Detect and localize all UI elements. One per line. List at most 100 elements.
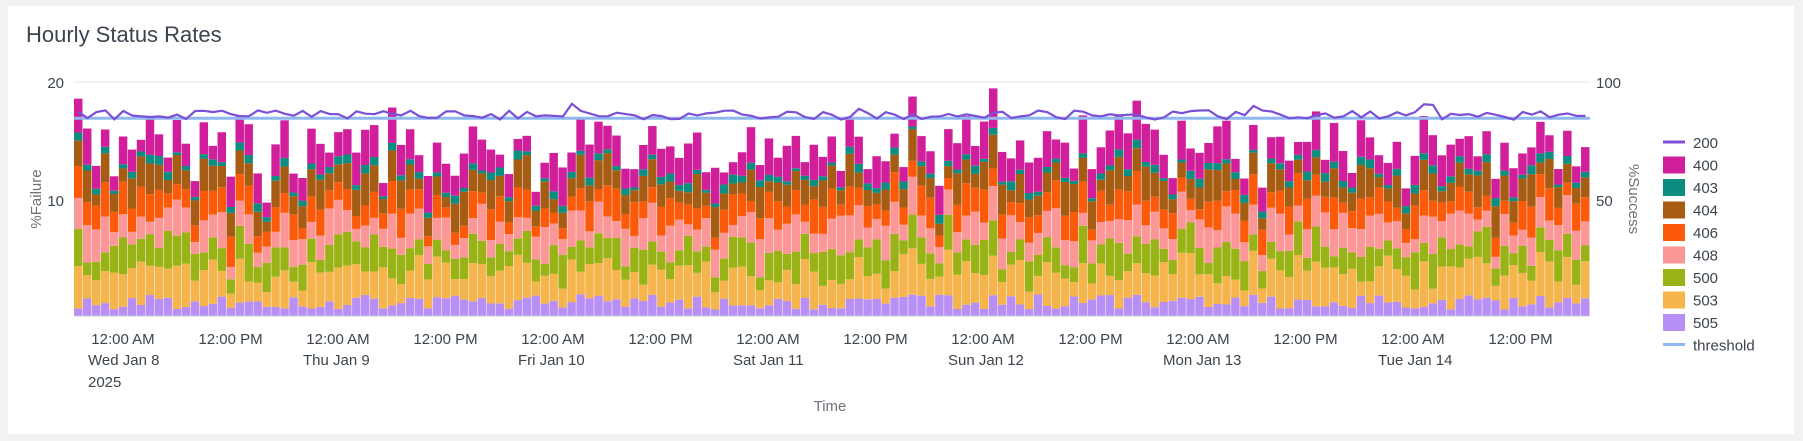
bar-404-h62	[630, 190, 639, 203]
bar-505-h131	[1249, 294, 1258, 316]
legend-label-404[interactable]: 404	[1693, 203, 1718, 220]
bar-408-h159	[1500, 214, 1509, 246]
bar-505-h119	[1141, 302, 1150, 316]
bar-408-h62	[630, 235, 639, 248]
legend-label-403[interactable]: 403	[1693, 180, 1718, 197]
bar-505-h127	[1213, 304, 1222, 316]
bar-403-h151	[1428, 165, 1437, 174]
bar-505-h20	[253, 301, 262, 316]
bar-505-h156	[1473, 299, 1482, 316]
bar-500-h165	[1554, 250, 1563, 282]
legend-label-503[interactable]: 503	[1693, 293, 1718, 310]
bar-503-h132	[1258, 288, 1267, 303]
bar-503-h130	[1240, 290, 1249, 307]
bar-500-h22	[271, 247, 280, 277]
bar-505-h134	[1276, 308, 1285, 316]
bar-500-h4	[109, 245, 119, 273]
bar-503-h99	[962, 261, 971, 305]
bar-503-h25	[298, 290, 307, 307]
bar-505-h29	[334, 308, 343, 316]
bar-505-h136	[1293, 299, 1303, 316]
bar-406-h136	[1293, 173, 1303, 206]
bar-406-h88	[863, 206, 872, 228]
bar-408-h74	[737, 216, 747, 238]
bar-400-h51	[531, 191, 540, 206]
bar-503-h125	[1195, 274, 1204, 297]
bar-403-h25	[298, 200, 307, 207]
bar-400-h166	[1563, 130, 1572, 156]
bar-403-h99	[962, 154, 971, 160]
bar-406-h34	[378, 213, 388, 229]
legend-label-threshold[interactable]: threshold	[1693, 338, 1755, 355]
bar-408-h57	[585, 231, 594, 248]
bar-404-h125	[1195, 187, 1204, 210]
bar-400-h25	[298, 177, 307, 201]
bar-408-h70	[701, 218, 711, 247]
bar-408-h7	[136, 216, 146, 239]
bar-500-h51	[531, 259, 540, 282]
bar-408-h120	[1150, 211, 1159, 240]
legend-label-200[interactable]: 200	[1693, 135, 1718, 152]
bar-503-h59	[603, 258, 612, 302]
bar-500-h116	[1114, 242, 1124, 281]
bar-500-h87	[854, 239, 863, 258]
bar-400-h30	[343, 129, 352, 155]
bar-403-h127	[1213, 163, 1222, 171]
bar-403-h117	[1123, 169, 1133, 176]
bar-403-h81	[800, 175, 810, 180]
legend-label-505[interactable]: 505	[1693, 315, 1718, 332]
bar-503-h47	[495, 270, 505, 304]
bar-404-h113	[1087, 201, 1097, 230]
bar-406-h150	[1419, 190, 1429, 216]
bar-403-h10	[163, 171, 173, 181]
bar-505-h142	[1347, 307, 1357, 316]
bar-403-h147	[1392, 168, 1402, 176]
bar-505-h92	[899, 296, 908, 316]
bar-505-h157	[1482, 297, 1491, 316]
bar-505-h43	[459, 299, 469, 316]
bar-400-h117	[1123, 133, 1133, 170]
bar-404-h112	[1078, 157, 1088, 182]
bar-500-h9	[154, 247, 164, 267]
legend-label-400[interactable]: 400	[1693, 158, 1718, 175]
bar-406-h90	[881, 210, 890, 226]
bar-408-h86	[845, 215, 854, 253]
bar-408-h72	[719, 232, 729, 259]
bar-400-h163	[1536, 121, 1545, 154]
bar-408-h155	[1464, 213, 1473, 247]
bar-406-h152	[1437, 202, 1446, 222]
bar-400-h36	[396, 144, 406, 176]
bar-503-h153	[1446, 266, 1455, 310]
bar-403-h93	[908, 126, 917, 130]
bar-500-h112	[1078, 225, 1088, 264]
legend-swatch-400	[1663, 156, 1685, 174]
bar-403-h91	[890, 147, 899, 155]
bar-403-h94	[917, 161, 926, 167]
bar-408-h9	[154, 217, 164, 248]
bar-406-h85	[836, 204, 845, 216]
y-right-tick-100: 100	[1596, 75, 1621, 92]
bar-408-h141	[1338, 212, 1348, 248]
bar-500-h168	[1581, 245, 1590, 262]
bar-404-h154	[1455, 162, 1464, 187]
bar-500-h0	[74, 228, 83, 267]
bar-505-h87	[854, 298, 863, 316]
legend-label-406[interactable]: 406	[1693, 225, 1718, 242]
legend-label-408[interactable]: 408	[1693, 248, 1718, 265]
bar-403-h74	[737, 175, 747, 183]
bar-406-h22	[271, 207, 280, 232]
bar-503-h62	[630, 272, 639, 299]
bar-404-h32	[361, 173, 370, 206]
bar-404-h23	[280, 166, 289, 194]
bar-408-h166	[1563, 195, 1572, 234]
bar-408-h161	[1518, 229, 1527, 246]
bar-400-h59	[603, 125, 612, 150]
bar-406-h101	[980, 189, 989, 223]
bar-503-h168	[1581, 261, 1590, 299]
bar-404-h90	[881, 189, 890, 211]
bar-403-h131	[1249, 149, 1258, 153]
legend-label-500[interactable]: 500	[1693, 270, 1718, 287]
bar-406-h156	[1473, 207, 1482, 220]
bar-505-h72	[719, 298, 729, 316]
bar-503-h81	[800, 259, 810, 298]
